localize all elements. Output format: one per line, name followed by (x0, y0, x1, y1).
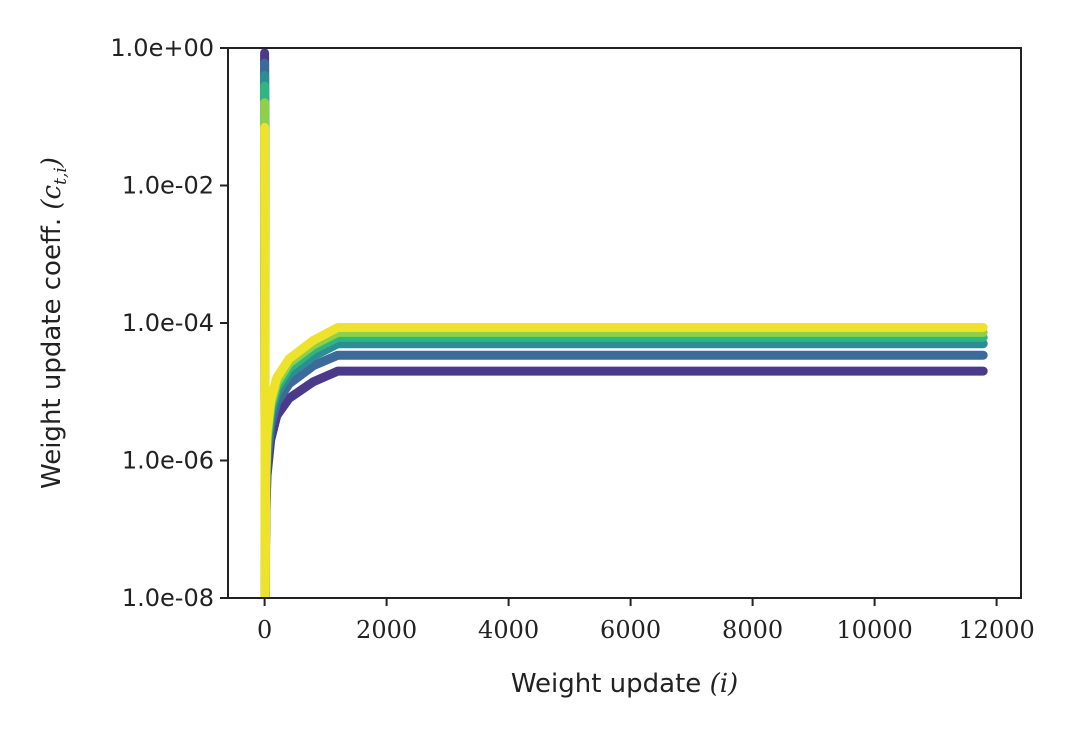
x-tick-label: 2000 (356, 616, 417, 644)
y-axis-label: Weight update coeff. (ct,i) (37, 157, 71, 489)
y-tick-label: 1.0e-04 (122, 309, 214, 337)
series-line-6 (260, 122, 988, 598)
x-axis-label-math: (i) (710, 669, 739, 699)
series-line-5 (260, 98, 988, 598)
y-axis-label-close: ) (37, 157, 67, 168)
x-tick-label: 6000 (600, 616, 661, 644)
x-axis-label: Weight update (i) (511, 669, 738, 699)
y-axis-label-text: Weight update coeff. (37, 210, 67, 489)
x-axis-ticks: 0 2000 4000 6000 8000 10000 12000 (257, 598, 1035, 644)
y-axis-ticks: 1.0e-08 1.0e-06 1.0e-04 1.0e-02 1.0e+00 (110, 34, 228, 612)
x-tick-label: 4000 (478, 616, 539, 644)
x-tick-label: 12000 (958, 616, 1034, 644)
series-layer (260, 48, 988, 598)
y-tick-label: 1.0e-08 (122, 584, 214, 612)
x-tick-label: 8000 (722, 616, 783, 644)
x-axis-label-text: Weight update (511, 669, 710, 699)
x-tick-label: 0 (257, 616, 272, 644)
y-tick-label: 1.0e-06 (122, 447, 214, 475)
y-axis-label-math: (c (37, 184, 67, 209)
y-tick-label: 1.0e-02 (122, 172, 214, 200)
y-axis-label-subscript: t,i (51, 167, 71, 185)
x-tick-label: 10000 (836, 616, 912, 644)
y-tick-label: 1.0e+00 (110, 34, 214, 62)
